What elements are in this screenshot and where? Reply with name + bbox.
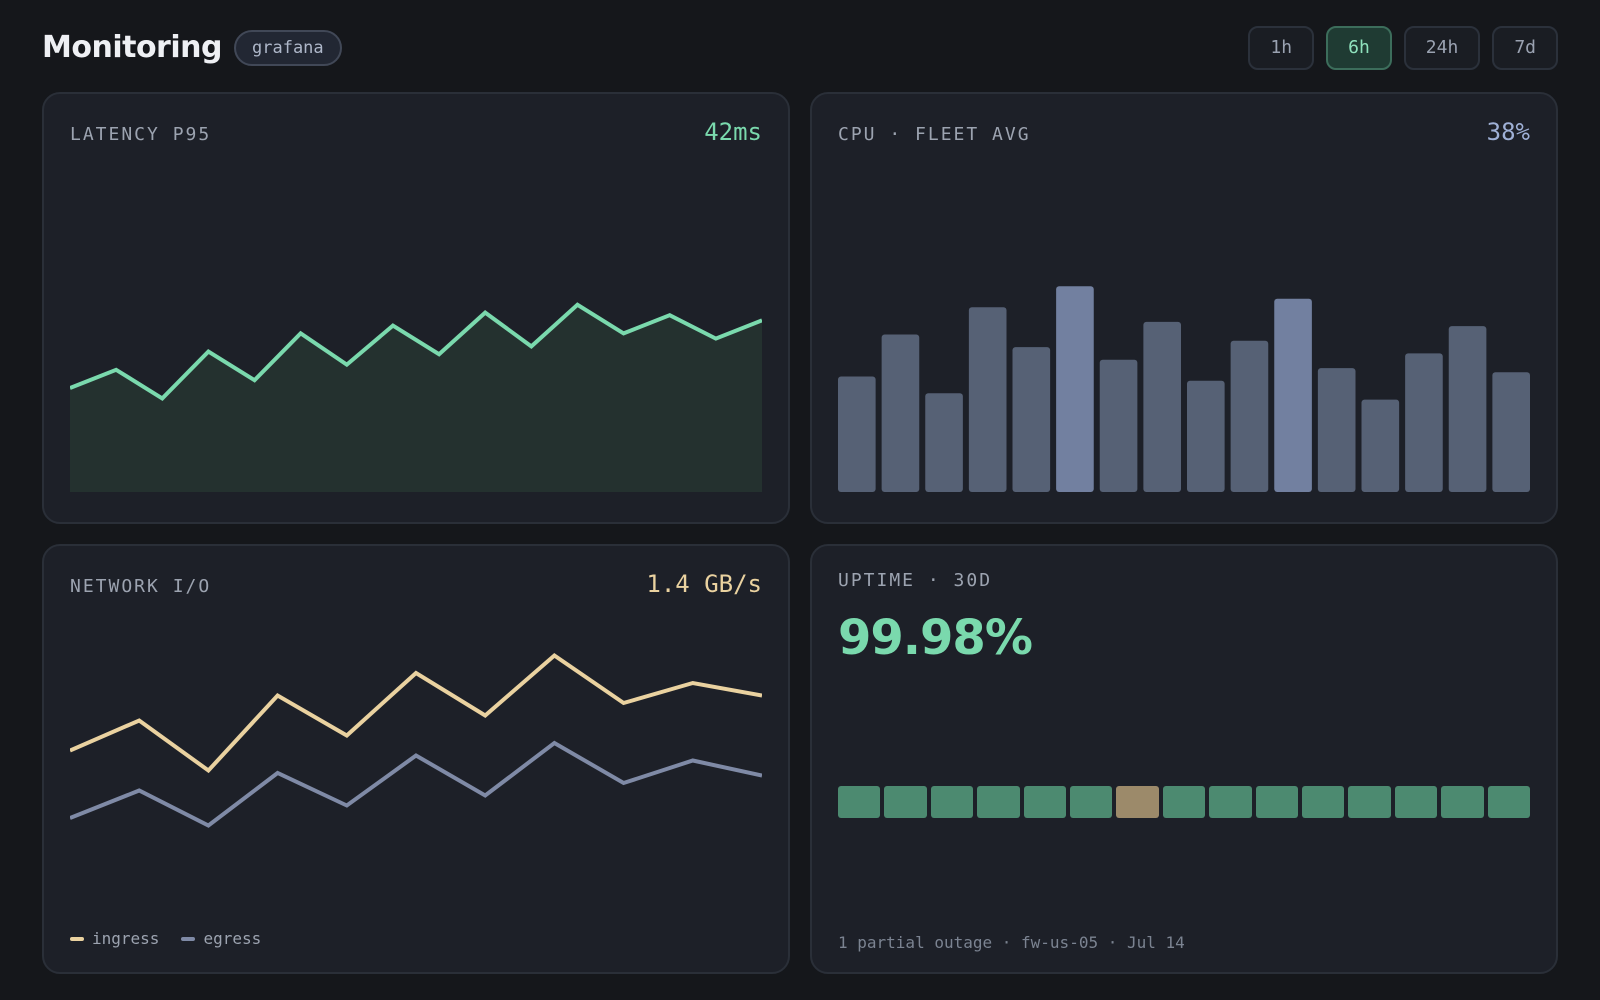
uptime-day-1[interactable] bbox=[838, 786, 881, 818]
cpu-chart bbox=[838, 286, 1530, 492]
uptime-day-3[interactable] bbox=[930, 786, 974, 818]
uptime-day-11[interactable] bbox=[1302, 786, 1345, 818]
uptime-day-10[interactable] bbox=[1255, 786, 1299, 818]
latency-area bbox=[70, 304, 762, 492]
uptime-panel: UPTIME · 30D 99.98% 1 partial outage · f… bbox=[810, 544, 1558, 974]
legend-egress: egress bbox=[181, 929, 261, 948]
cpu-bar-5 bbox=[1012, 347, 1051, 492]
uptime-value: 99.98% bbox=[838, 610, 1033, 666]
uptime-day-12[interactable] bbox=[1348, 786, 1391, 818]
range-button-24h[interactable]: 24h bbox=[1403, 26, 1481, 70]
cpu-bar-12 bbox=[1317, 368, 1356, 492]
cpu-title: CPU · FLEET AVG bbox=[838, 124, 1031, 145]
range-button-7d[interactable]: 7d bbox=[1492, 26, 1558, 70]
uptime-strip bbox=[838, 786, 1531, 818]
cpu-bar-1 bbox=[838, 376, 876, 492]
latency-chart bbox=[70, 302, 762, 492]
cpu-bar-6 bbox=[1056, 286, 1094, 492]
uptime-day-13[interactable] bbox=[1394, 786, 1438, 818]
cpu-bar-13 bbox=[1361, 399, 1400, 492]
ingress-swatch bbox=[70, 936, 84, 941]
cpu-bar-3 bbox=[925, 393, 963, 492]
network-value: 1.4 GB/s bbox=[646, 570, 762, 598]
network-legend: ingress egress bbox=[70, 929, 261, 948]
network-panel: NETWORK I/O 1.4 GB/s ingress egress bbox=[42, 544, 790, 974]
uptime-day-6[interactable] bbox=[1070, 786, 1113, 818]
cpu-bar-9 bbox=[1187, 380, 1225, 492]
uptime-day-5[interactable] bbox=[1023, 786, 1067, 818]
cpu-bar-15 bbox=[1448, 326, 1487, 492]
latency-line bbox=[70, 302, 762, 401]
network-title: NETWORK I/O bbox=[70, 576, 212, 597]
network-line-ingress bbox=[70, 652, 762, 774]
cpu-bar-16 bbox=[1492, 372, 1530, 492]
cpu-bar-2 bbox=[881, 334, 920, 492]
latency-title: LATENCY P95 bbox=[70, 124, 212, 145]
uptime-day-7[interactable] bbox=[1116, 786, 1159, 818]
legend-egress-label: egress bbox=[203, 929, 262, 948]
uptime-day-15[interactable] bbox=[1487, 786, 1531, 818]
uptime-day-2[interactable] bbox=[884, 786, 927, 818]
cpu-value: 38% bbox=[1486, 118, 1530, 146]
uptime-day-9[interactable] bbox=[1209, 786, 1252, 818]
uptime-day-14[interactable] bbox=[1441, 786, 1484, 818]
network-chart bbox=[70, 652, 762, 828]
latency-panel: LATENCY P95 42ms bbox=[42, 92, 790, 524]
cpu-bar-11 bbox=[1274, 298, 1312, 492]
source-badge: grafana bbox=[234, 30, 342, 66]
uptime-day-4[interactable] bbox=[977, 786, 1020, 818]
range-button-1h[interactable]: 1h bbox=[1248, 26, 1315, 70]
uptime-note: 1 partial outage · fw-us-05 · Jul 14 bbox=[838, 933, 1185, 952]
range-button-6h[interactable]: 6h bbox=[1326, 26, 1392, 70]
top-bar: Monitoring grafana 1h 6h 24h 7d bbox=[42, 26, 1558, 70]
cpu-bar-14 bbox=[1405, 353, 1443, 492]
cpu-bar-4 bbox=[968, 307, 1007, 492]
uptime-title: UPTIME · 30D bbox=[838, 570, 993, 591]
uptime-day-8[interactable] bbox=[1162, 786, 1206, 818]
cpu-bar-7 bbox=[1099, 359, 1138, 492]
legend-ingress: ingress bbox=[70, 929, 159, 948]
cpu-bar-10 bbox=[1230, 340, 1269, 492]
latency-value: 42ms bbox=[704, 118, 762, 146]
time-range-selector: 1h 6h 24h 7d bbox=[1248, 26, 1558, 70]
cpu-bar-8 bbox=[1143, 321, 1181, 492]
cpu-panel: CPU · FLEET AVG 38% bbox=[810, 92, 1558, 524]
egress-swatch bbox=[181, 936, 196, 941]
legend-ingress-label: ingress bbox=[92, 929, 160, 948]
page-title: Monitoring bbox=[42, 30, 222, 65]
network-line-egress bbox=[70, 740, 762, 828]
